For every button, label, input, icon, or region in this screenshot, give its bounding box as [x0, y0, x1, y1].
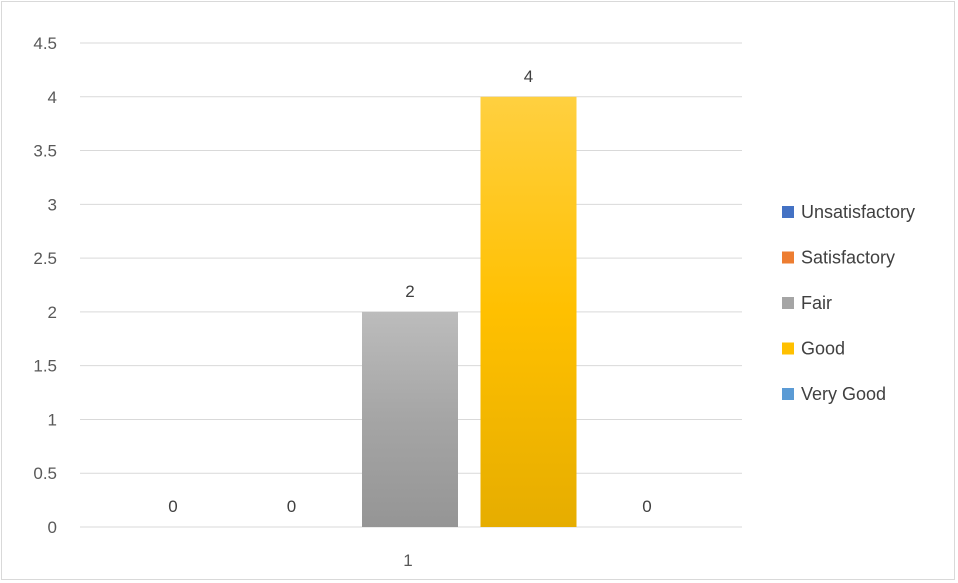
legend-label: Fair — [801, 293, 832, 313]
y-axis-tick-labels: 0 0.5 1 1.5 2 2.5 3 3.5 4 4.5 — [33, 34, 57, 537]
x-tick-label: 1 — [403, 551, 412, 570]
y-tick-label: 4.5 — [33, 34, 57, 53]
y-tick-label: 2 — [48, 303, 57, 322]
legend-item: Fair — [782, 293, 832, 313]
y-tick-label: 3.5 — [33, 142, 57, 161]
legend: Unsatisfactory Satisfactory Fair Good Very G… — [782, 202, 915, 404]
y-tick-label: 0.5 — [33, 464, 57, 483]
y-tick-label: 0 — [48, 518, 57, 537]
legend-label: Unsatisfactory — [801, 202, 915, 222]
y-tick-label: 2.5 — [33, 249, 57, 268]
legend-swatch — [782, 251, 794, 264]
legend-item: Unsatisfactory — [782, 202, 915, 222]
legend-label: Very Good — [801, 384, 886, 404]
data-label: 0 — [287, 497, 296, 516]
bars — [362, 96, 577, 528]
data-labels: 0 0 2 4 0 — [168, 67, 651, 516]
legend-label: Satisfactory — [801, 248, 895, 268]
data-label: 2 — [405, 282, 414, 301]
data-label: 4 — [524, 67, 533, 86]
legend-swatch — [782, 206, 794, 218]
y-tick-label: 1.5 — [33, 357, 57, 376]
bar-good — [480, 96, 577, 528]
legend-swatch — [782, 388, 794, 400]
data-label: 0 — [168, 497, 177, 516]
legend-item: Good — [782, 339, 845, 359]
y-tick-label: 4 — [48, 88, 57, 107]
x-axis-tick-labels: 1 — [403, 551, 412, 570]
bar-fair — [362, 311, 458, 527]
y-tick-label: 3 — [48, 195, 57, 214]
legend-swatch — [782, 297, 794, 309]
data-label: 0 — [642, 497, 651, 516]
y-tick-label: 1 — [48, 410, 57, 429]
legend-item: Satisfactory — [782, 248, 895, 268]
legend-label: Good — [801, 339, 845, 359]
gridlines — [80, 42, 742, 528]
legend-swatch — [782, 342, 794, 355]
legend-item: Very Good — [782, 384, 886, 404]
